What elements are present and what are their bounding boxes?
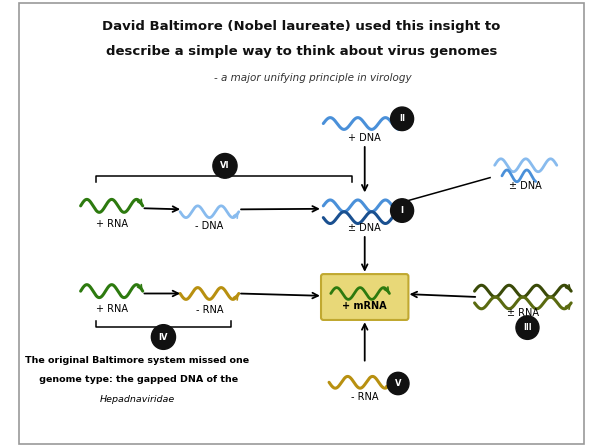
Text: genome type: the gapped DNA of the: genome type: the gapped DNA of the (37, 375, 239, 384)
Text: + DNA: + DNA (348, 133, 381, 143)
FancyBboxPatch shape (18, 3, 584, 444)
Text: - RNA: - RNA (351, 392, 379, 402)
Circle shape (151, 325, 176, 350)
Text: - DNA: - DNA (196, 221, 224, 231)
Text: The original Baltimore system missed one: The original Baltimore system missed one (25, 356, 250, 365)
Text: II: II (399, 114, 405, 123)
Text: ± DNA: ± DNA (509, 181, 542, 191)
Text: describe a simple way to think about virus genomes: describe a simple way to think about vir… (106, 45, 497, 58)
Circle shape (516, 316, 539, 339)
Text: + RNA: + RNA (95, 304, 128, 314)
Text: I: I (401, 206, 403, 215)
FancyBboxPatch shape (321, 274, 408, 320)
Text: - RNA: - RNA (196, 305, 223, 315)
Text: - a major unifying principle in virology: - a major unifying principle in virology (214, 72, 412, 83)
Circle shape (391, 199, 413, 222)
Text: V: V (395, 379, 401, 388)
Text: VI: VI (220, 161, 230, 170)
Text: + mRNA: + mRNA (342, 301, 387, 312)
Text: Hepadnaviridae: Hepadnaviridae (100, 395, 175, 404)
Circle shape (391, 107, 413, 131)
Circle shape (387, 372, 409, 395)
Text: David Baltimore (Nobel laureate) used this insight to: David Baltimore (Nobel laureate) used th… (102, 20, 501, 33)
Text: III: III (523, 323, 532, 332)
Circle shape (213, 153, 237, 178)
Text: IV: IV (158, 333, 168, 342)
Text: + RNA: + RNA (95, 219, 128, 228)
Text: ± DNA: ± DNA (348, 223, 381, 233)
Text: ± RNA: ± RNA (507, 308, 539, 319)
